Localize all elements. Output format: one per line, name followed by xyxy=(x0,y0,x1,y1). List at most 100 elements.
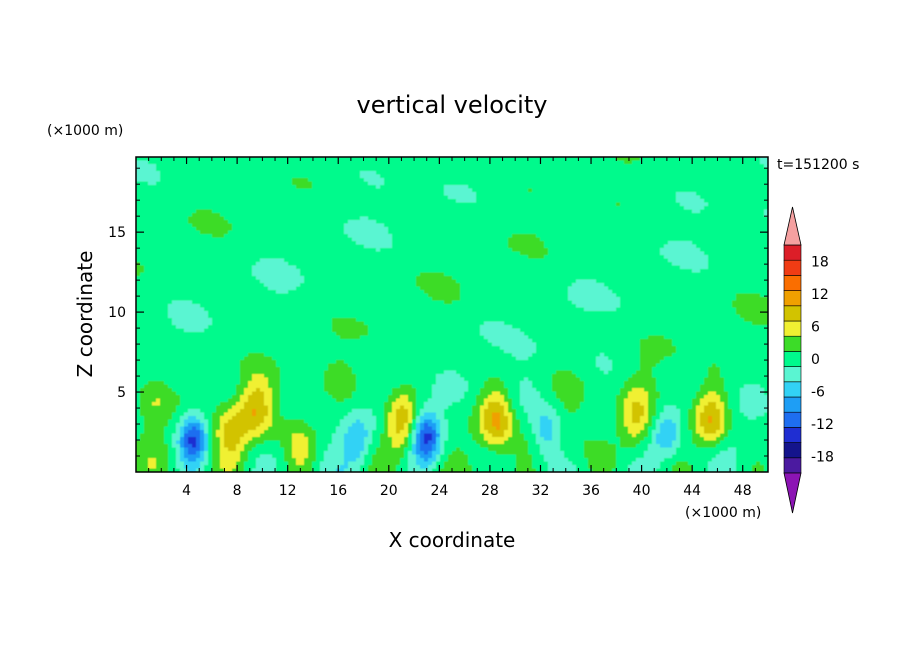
heatmap-cell xyxy=(452,195,457,200)
heatmap-cell xyxy=(532,258,537,263)
heatmap-cell xyxy=(184,255,189,260)
heatmap-cell xyxy=(388,174,393,179)
heatmap-cell xyxy=(592,167,597,172)
heatmap-cell xyxy=(420,216,425,221)
heatmap-cell xyxy=(640,230,645,235)
heatmap-cell xyxy=(268,164,273,169)
heatmap-cell xyxy=(156,167,161,172)
heatmap-cell xyxy=(248,171,253,176)
heatmap-cell xyxy=(184,213,189,218)
heatmap-cell xyxy=(580,171,585,176)
heatmap-cell xyxy=(344,251,349,256)
heatmap-cell xyxy=(212,181,217,186)
heatmap-cell xyxy=(748,216,753,221)
heatmap-cell xyxy=(568,160,573,165)
heatmap-cell xyxy=(512,251,517,256)
heatmap-cell xyxy=(520,230,525,235)
heatmap-cell xyxy=(424,195,429,200)
heatmap-cell xyxy=(280,195,285,200)
heatmap-cell xyxy=(516,167,521,172)
heatmap-cell xyxy=(628,234,633,239)
heatmap-cell xyxy=(440,164,445,169)
heatmap-cell xyxy=(456,178,461,183)
heatmap-cell xyxy=(608,181,613,186)
heatmap-cell xyxy=(488,227,493,232)
heatmap-cell xyxy=(432,251,437,256)
heatmap-cell xyxy=(636,164,641,169)
heatmap-cell xyxy=(616,213,621,218)
heatmap-cell xyxy=(684,195,689,200)
heatmap-cell xyxy=(436,160,441,165)
heatmap-cell xyxy=(408,216,413,221)
heatmap-cell xyxy=(180,157,185,162)
heatmap-cell xyxy=(272,237,277,242)
heatmap-cell xyxy=(136,216,141,221)
heatmap-cell xyxy=(424,206,429,211)
heatmap-cell xyxy=(224,248,229,253)
heatmap-cell xyxy=(220,195,225,200)
heatmap-cell xyxy=(488,248,493,253)
heatmap-cell xyxy=(328,188,333,193)
heatmap-cell xyxy=(464,213,469,218)
heatmap-cell xyxy=(668,157,673,162)
heatmap-cell xyxy=(196,209,201,214)
heatmap-cell xyxy=(432,223,437,228)
heatmap-cell xyxy=(540,188,545,193)
heatmap-cell xyxy=(764,185,768,190)
heatmap-cell xyxy=(172,185,177,190)
heatmap-cell xyxy=(276,265,281,270)
heatmap-cell xyxy=(556,174,561,179)
heatmap-cell xyxy=(192,171,197,176)
heatmap-cell xyxy=(204,244,209,249)
heatmap-cell xyxy=(524,181,529,186)
heatmap-cell xyxy=(172,234,177,239)
heatmap-cell xyxy=(492,174,497,179)
heatmap-cell xyxy=(680,185,685,190)
heatmap-cell xyxy=(740,171,745,176)
heatmap-cell xyxy=(244,181,249,186)
heatmap-cell xyxy=(248,185,253,190)
heatmap-cell xyxy=(384,227,389,232)
heatmap-cell xyxy=(216,237,221,242)
heatmap-cell xyxy=(680,213,685,218)
heatmap-cell xyxy=(392,167,397,172)
heatmap-cell xyxy=(536,244,541,249)
heatmap-cell xyxy=(696,209,701,214)
heatmap-cell xyxy=(648,178,653,183)
heatmap-cell xyxy=(516,223,521,228)
heatmap-cell xyxy=(564,251,569,256)
heatmap-cell xyxy=(660,230,665,235)
heatmap-cell xyxy=(244,185,249,190)
heatmap-cell xyxy=(740,216,745,221)
heatmap-cell xyxy=(672,223,677,228)
heatmap-cell xyxy=(684,206,689,211)
heatmap-cell xyxy=(428,244,433,249)
heatmap-cell xyxy=(488,188,493,193)
heatmap-cell xyxy=(612,199,617,204)
heatmap-cell xyxy=(680,160,685,165)
heatmap-cell xyxy=(152,255,157,260)
heatmap-cell xyxy=(428,230,433,235)
heatmap-cell xyxy=(732,192,737,197)
heatmap-cell xyxy=(608,192,613,197)
heatmap-cell xyxy=(404,181,409,186)
heatmap-cell xyxy=(196,164,201,169)
heatmap-cell xyxy=(280,213,285,218)
heatmap-cell xyxy=(704,202,709,207)
heatmap-cell xyxy=(656,216,661,221)
heatmap-cell xyxy=(328,241,333,246)
heatmap-cell xyxy=(348,174,353,179)
heatmap-cell xyxy=(712,230,717,235)
heatmap-cell xyxy=(600,171,605,176)
heatmap-cell xyxy=(752,174,757,179)
heatmap-cell xyxy=(640,248,645,253)
heatmap-cell xyxy=(620,188,625,193)
heatmap-cell xyxy=(408,192,413,197)
heatmap-cell xyxy=(332,216,337,221)
heatmap-cell xyxy=(184,178,189,183)
heatmap-cell xyxy=(656,157,661,162)
heatmap-cell xyxy=(296,160,301,165)
heatmap-cell xyxy=(468,216,473,221)
heatmap-cell xyxy=(528,195,533,200)
heatmap-cell xyxy=(648,258,653,263)
